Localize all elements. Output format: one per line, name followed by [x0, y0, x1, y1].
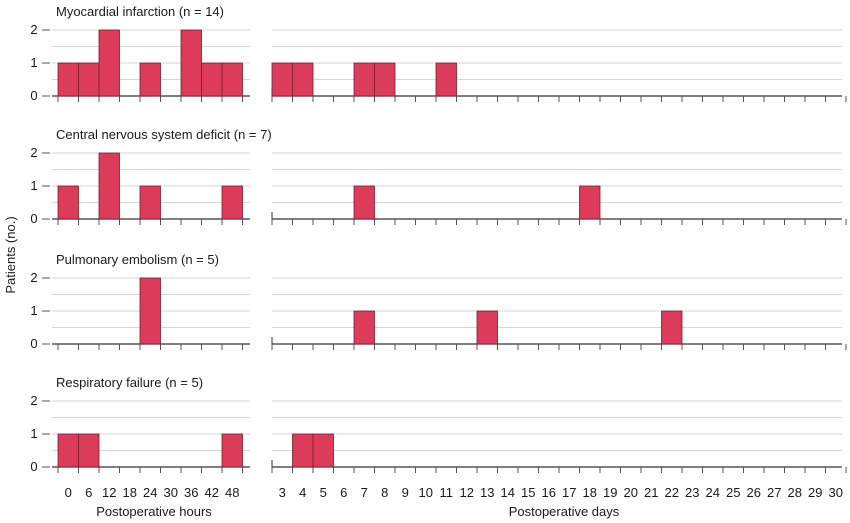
x-tick-label-days: 30	[829, 485, 843, 500]
x-axis-title-hours: Postoperative hours	[96, 504, 212, 519]
x-tick-label-days: 28	[788, 485, 802, 500]
y-tick-label: 2	[30, 145, 37, 160]
y-tick-label: 0	[30, 336, 37, 351]
x-tick-label-days: 16	[542, 485, 556, 500]
bar-days	[271, 62, 293, 97]
bar-days	[312, 433, 334, 468]
x-tick-label-days: 9	[402, 485, 409, 500]
x-tick-label-days: 21	[644, 485, 658, 500]
x-tick-label-days: 12	[460, 485, 474, 500]
bar-days	[661, 310, 683, 345]
x-tick-label-days: 29	[808, 485, 822, 500]
x-tick-label-hours: 0	[65, 485, 72, 500]
bar-hours	[139, 185, 161, 220]
x-tick-label-days: 27	[767, 485, 781, 500]
x-tick-label-hours: 30	[164, 485, 178, 500]
y-tick-label: 2	[30, 393, 37, 408]
bar-hours	[201, 62, 223, 97]
y-tick-label: 1	[30, 55, 37, 70]
y-tick-label: 1	[30, 178, 37, 193]
bar-hours	[98, 29, 120, 97]
bar-hours	[221, 185, 243, 220]
x-tick-label-days: 14	[501, 485, 515, 500]
x-tick-label-hours: 6	[85, 485, 92, 500]
panel-title: Central nervous system deficit (n = 7)	[56, 127, 272, 142]
x-axis-title-days: Postoperative days	[509, 504, 620, 519]
y-tick-label: 2	[30, 270, 37, 285]
x-tick-label-hours: 24	[143, 485, 157, 500]
x-tick-label-days: 5	[320, 485, 327, 500]
bar-hours	[78, 433, 100, 468]
y-tick-label: 0	[30, 459, 37, 474]
x-tick-label-days: 13	[480, 485, 494, 500]
bar-hours	[221, 62, 243, 97]
bar-hours	[139, 277, 161, 345]
bar-hours	[57, 185, 79, 220]
bar-days	[292, 62, 314, 97]
bar-days	[353, 310, 375, 345]
bar-hours	[78, 62, 100, 97]
panel-title: Respiratory failure (n = 5)	[56, 375, 203, 390]
x-tick-label-hours: 48	[225, 485, 239, 500]
panel-title: Pulmonary embolism (n = 5)	[56, 252, 219, 267]
y-tick-label: 1	[30, 426, 37, 441]
x-tick-label-hours: 12	[102, 485, 116, 500]
bar-days	[579, 185, 601, 220]
x-tick-label-days: 19	[603, 485, 617, 500]
y-tick-label: 0	[30, 88, 37, 103]
x-tick-label-days: 25	[726, 485, 740, 500]
bar-hours	[221, 433, 243, 468]
x-tick-label-days: 4	[299, 485, 306, 500]
x-tick-label-hours: 18	[123, 485, 137, 500]
x-tick-label-days: 6	[340, 485, 347, 500]
y-tick-label: 1	[30, 303, 37, 318]
x-tick-label-days: 8	[381, 485, 388, 500]
x-tick-label-hours: 36	[184, 485, 198, 500]
panel-title: Myocardial infarction (n = 14)	[56, 4, 224, 19]
x-tick-label-days: 7	[361, 485, 368, 500]
y-tick-label: 2	[30, 22, 37, 37]
bar-days	[476, 310, 498, 345]
x-tick-label-days: 24	[706, 485, 720, 500]
bar-days	[292, 433, 314, 468]
bar-hours	[139, 62, 161, 97]
x-tick-label-days: 3	[279, 485, 286, 500]
bar-hours	[57, 433, 79, 468]
x-tick-label-days: 18	[583, 485, 597, 500]
bar-days	[374, 62, 396, 97]
x-tick-label-days: 15	[521, 485, 535, 500]
bar-hours	[180, 29, 202, 97]
x-tick-label-days: 20	[624, 485, 638, 500]
x-tick-label-days: 17	[562, 485, 576, 500]
bar-days	[353, 62, 375, 97]
x-tick-label-days: 10	[419, 485, 433, 500]
bar-days	[435, 62, 457, 97]
x-tick-label-days: 22	[665, 485, 679, 500]
y-axis-title: Patients (no.)	[3, 216, 18, 293]
x-tick-label-hours: 42	[205, 485, 219, 500]
x-tick-label-days: 23	[685, 485, 699, 500]
bar-hours	[57, 62, 79, 97]
x-tick-label-days: 11	[440, 485, 454, 500]
x-tick-label-days: 26	[747, 485, 761, 500]
bar-days	[353, 185, 375, 220]
y-tick-label: 0	[30, 211, 37, 226]
bar-hours	[98, 152, 120, 220]
